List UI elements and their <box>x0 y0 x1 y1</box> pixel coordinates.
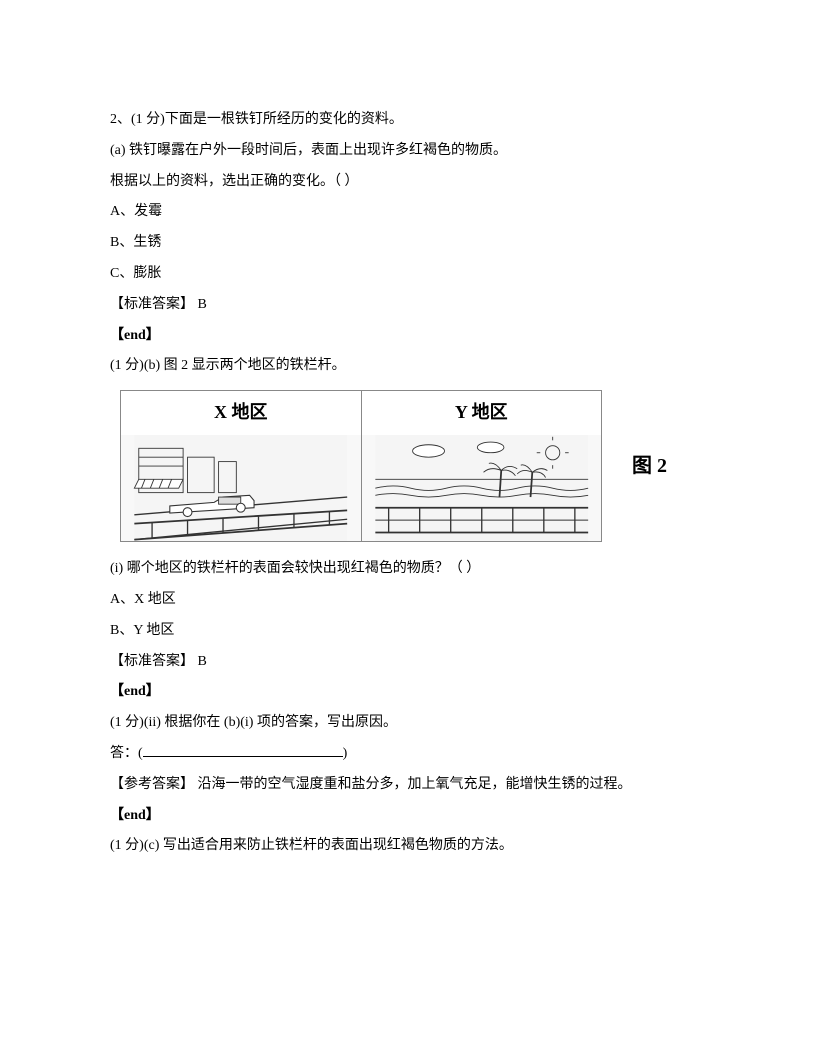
part-b-header: (1 分)(b) 图 2 显示两个地区的铁栏杆。 <box>110 351 716 382</box>
q2-part-a: (a) 铁钉曝露在户外一段时间后，表面上出现许多红褐色的物质。 <box>110 136 716 167</box>
q2-answer: 【标准答案】 B <box>110 290 716 321</box>
q2-option-b: B、生锈 <box>110 228 716 259</box>
figure-2-label: 图 2 <box>632 444 667 488</box>
answer-prefix: 答：( <box>110 746 143 761</box>
q2-option-c: C、膨胀 <box>110 259 716 290</box>
document-page: 2、(1 分)下面是一根铁钉所经历的变化的资料。 (a) 铁钉曝露在户外一段时间… <box>0 0 816 1056</box>
part-b-ii-ref-answer: 【参考答案】 沿海一带的空气湿度重和盐分多，加上氧气充足，能增快生锈的过程。 <box>110 770 716 801</box>
part-b-ii-header: (1 分)(ii) 根据你在 (b)(i) 项的答案，写出原因。 <box>110 708 716 739</box>
figure-region-x: X 地区 <box>121 391 362 541</box>
part-b-end: 【end】 <box>110 677 716 708</box>
figure-region-y: Y 地区 <box>362 391 602 541</box>
q2-option-a: A、发霉 <box>110 197 716 228</box>
part-b-answer: 【标准答案】 B <box>110 647 716 678</box>
part-b-question-i: (i) 哪个地区的铁栏杆的表面会较快出现红褐色的物质？（ ） <box>110 554 716 585</box>
q2-instruction: 根据以上的资料，选出正确的变化。（ ） <box>110 167 716 198</box>
figure-2: X 地区 <box>120 390 602 542</box>
region-x-drawing <box>121 435 361 541</box>
part-b-ii-end: 【end】 <box>110 801 716 832</box>
part-b-option-b: B、Y 地区 <box>110 616 716 647</box>
answer-suffix: ) <box>343 746 348 761</box>
part-b-ii-answer-line: 答：() <box>110 739 716 770</box>
part-c-header: (1 分)(c) 写出适合用来防止铁栏杆的表面出现红褐色物质的方法。 <box>110 831 716 862</box>
answer-blank <box>143 742 343 757</box>
part-b-option-a: A、X 地区 <box>110 585 716 616</box>
region-x-label: X 地区 <box>121 391 361 435</box>
q2-header: 2、(1 分)下面是一根铁钉所经历的变化的资料。 <box>110 105 716 136</box>
region-y-drawing <box>362 435 602 541</box>
region-y-label: Y 地区 <box>362 391 602 435</box>
q2-end: 【end】 <box>110 321 716 352</box>
figure-2-row: X 地区 <box>110 390 716 542</box>
